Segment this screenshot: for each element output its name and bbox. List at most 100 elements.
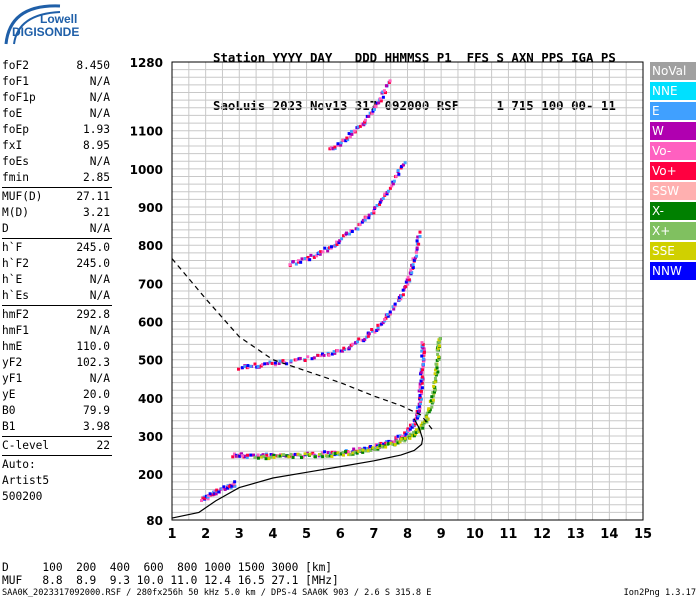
echo-point (323, 246, 327, 250)
echo-point (418, 426, 422, 430)
autoscale-line3: 500200 (2, 490, 43, 503)
param-value: 8.450 (76, 59, 110, 72)
echo-point (303, 256, 307, 260)
echo-point (342, 138, 346, 142)
echo-point (394, 174, 398, 178)
echo-point (391, 305, 395, 309)
echo-point (411, 423, 415, 427)
echo-point (391, 442, 395, 446)
echo-point (370, 328, 374, 332)
x-tick-label: 7 (369, 527, 378, 542)
echo-point (436, 370, 440, 374)
echo-point (425, 415, 429, 419)
param-value: 79.9 (83, 404, 110, 417)
y-tick-label: 80 (146, 514, 163, 528)
echo-point (385, 440, 389, 444)
echo-point (370, 212, 374, 216)
echo-point (293, 358, 297, 362)
echo-point (408, 436, 412, 440)
echo-point (312, 255, 316, 259)
echo-point (298, 356, 302, 360)
echo-point (208, 492, 212, 496)
echo-point (269, 453, 273, 457)
echo-point (347, 132, 351, 136)
echo-point (404, 280, 408, 284)
echo-point (367, 332, 371, 336)
echo-point (376, 325, 380, 329)
legend-item: X+ (650, 222, 696, 240)
echo-point (398, 434, 402, 438)
echo-point (412, 434, 416, 438)
echo-point (342, 453, 346, 457)
echo-point (203, 496, 207, 500)
echo-point (408, 423, 412, 427)
echo-point (320, 352, 324, 356)
echo-point (317, 251, 321, 255)
echo-point (326, 451, 330, 455)
echo-point (430, 405, 434, 409)
echo-point (361, 218, 365, 222)
echo-point (289, 452, 293, 456)
echo-point (301, 454, 305, 458)
echo-point (383, 192, 387, 196)
echo-point (294, 262, 298, 266)
echo-point (335, 242, 339, 246)
param-label: M(D) (2, 206, 29, 219)
echo-point (242, 455, 246, 459)
echo-point (364, 449, 368, 453)
echo-point (278, 454, 282, 458)
echo-point (401, 288, 405, 292)
param-value: 2.85 (83, 171, 110, 184)
echo-point (433, 390, 437, 394)
param-row: hmF2 292.8 (2, 307, 110, 323)
param-row: fmin 2.85 (2, 170, 110, 186)
y-tick-label: 600 (138, 316, 163, 330)
echo-point (256, 453, 260, 457)
echo-point (433, 380, 437, 384)
echo-point (330, 352, 334, 356)
echo-point (381, 445, 385, 449)
echo-point (412, 258, 416, 262)
echo-point (243, 365, 247, 369)
echo-point (214, 492, 218, 496)
echo-point (344, 139, 348, 143)
echo-point (207, 493, 211, 497)
echo-point (240, 454, 244, 458)
echo-point (435, 366, 439, 370)
echo-point (321, 250, 325, 254)
echo-point (367, 216, 371, 220)
echo-point (340, 237, 344, 241)
echo-point (278, 359, 282, 363)
echo-point (285, 454, 289, 458)
echo-point (364, 216, 368, 220)
echo-point (225, 486, 229, 490)
echo-point (347, 453, 351, 457)
header-line-1: Station YYYY DAY DDD HHMMSS P1 FFS S AXN… (213, 50, 616, 65)
param-label: hmF2 (2, 308, 29, 321)
param-label: h`F (2, 241, 23, 254)
echo-point (367, 213, 371, 217)
echo-point (404, 432, 408, 436)
electron-density-profile (171, 418, 424, 519)
echo-point (293, 452, 297, 456)
echo-point (406, 275, 410, 279)
echo-point (387, 442, 391, 446)
param-label: h`F2 (2, 257, 29, 270)
echo-point (399, 437, 403, 441)
echo-point (288, 263, 292, 267)
echo-point (272, 455, 276, 459)
echo-point (363, 337, 367, 341)
echo-point (433, 368, 437, 372)
echo-point (265, 453, 269, 457)
echo-point (342, 346, 346, 350)
echo-point (382, 317, 386, 321)
echo-point (419, 397, 423, 401)
echo-point (403, 439, 407, 443)
echo-point (298, 453, 302, 457)
echo-point (312, 356, 316, 360)
legend-item: Vo- (650, 142, 696, 160)
x-tick-label: 5 (302, 527, 311, 542)
distance-row: D 100 200 400 600 800 1000 1500 3000 [km… (2, 561, 333, 574)
echo-point (381, 95, 385, 99)
echo-point (311, 451, 315, 455)
